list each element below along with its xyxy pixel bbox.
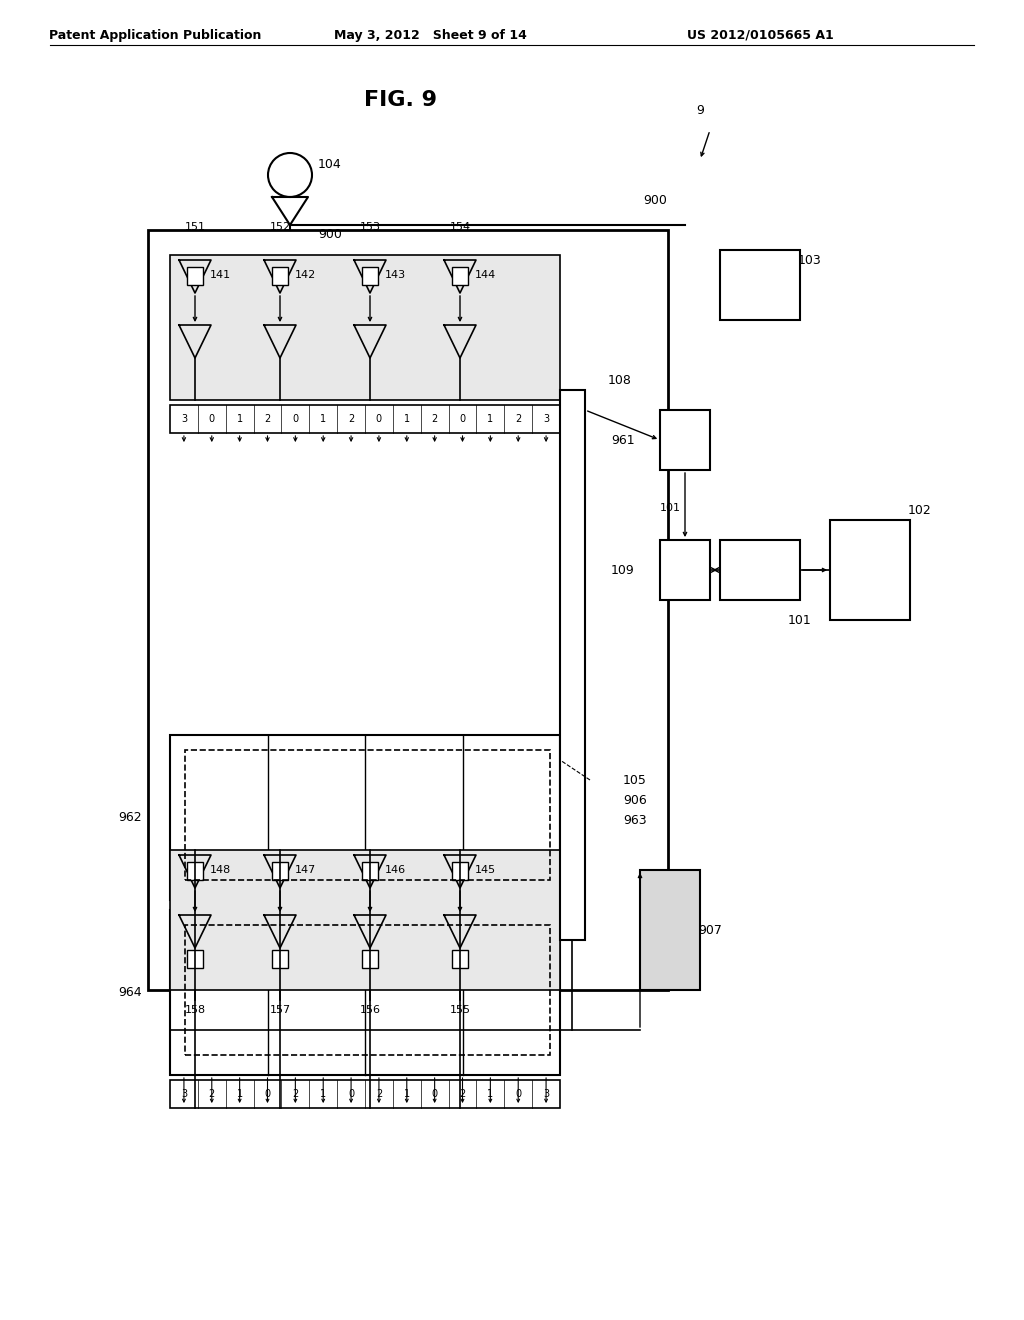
Bar bbox=[148, 230, 668, 990]
Text: 148: 148 bbox=[209, 865, 230, 875]
Text: 2: 2 bbox=[431, 414, 438, 424]
Text: 2: 2 bbox=[264, 414, 270, 424]
Text: 3: 3 bbox=[543, 1089, 549, 1100]
Text: 3: 3 bbox=[181, 414, 187, 424]
Text: 151: 151 bbox=[184, 222, 206, 232]
Text: 157: 157 bbox=[269, 1005, 291, 1015]
Text: 2: 2 bbox=[209, 1089, 215, 1100]
Text: 1: 1 bbox=[487, 1089, 494, 1100]
Text: 147: 147 bbox=[294, 865, 315, 875]
Bar bbox=[272, 950, 288, 968]
Text: 9: 9 bbox=[696, 103, 703, 116]
Bar bbox=[187, 950, 203, 968]
Bar bbox=[452, 862, 468, 880]
Bar bbox=[660, 411, 710, 470]
Text: 3: 3 bbox=[181, 1089, 187, 1100]
Text: 2: 2 bbox=[515, 414, 521, 424]
Text: 2: 2 bbox=[348, 414, 354, 424]
Bar bbox=[660, 540, 710, 601]
Text: 0: 0 bbox=[515, 1089, 521, 1100]
Text: 1: 1 bbox=[403, 414, 410, 424]
Text: 105: 105 bbox=[623, 774, 647, 787]
Bar bbox=[452, 950, 468, 968]
Text: 1: 1 bbox=[403, 1089, 410, 1100]
Text: US 2012/0105665 A1: US 2012/0105665 A1 bbox=[687, 29, 834, 41]
Text: 2: 2 bbox=[376, 1089, 382, 1100]
Bar bbox=[362, 862, 378, 880]
Text: 109: 109 bbox=[611, 564, 635, 577]
Text: 101: 101 bbox=[788, 614, 812, 627]
Text: 1: 1 bbox=[487, 414, 494, 424]
Text: 0: 0 bbox=[460, 414, 466, 424]
Bar bbox=[170, 909, 560, 1074]
Bar bbox=[185, 925, 550, 1055]
Bar bbox=[170, 255, 560, 400]
Text: 142: 142 bbox=[294, 271, 315, 280]
Text: 962: 962 bbox=[118, 810, 141, 824]
Bar bbox=[187, 862, 203, 880]
Text: 900: 900 bbox=[318, 228, 342, 242]
Text: 2: 2 bbox=[292, 1089, 298, 1100]
Text: 0: 0 bbox=[264, 1089, 270, 1100]
Bar bbox=[185, 750, 550, 880]
Text: 141: 141 bbox=[210, 271, 230, 280]
Text: 145: 145 bbox=[474, 865, 496, 875]
Bar bbox=[830, 520, 910, 620]
Bar bbox=[272, 267, 288, 285]
Text: 154: 154 bbox=[450, 222, 471, 232]
Text: 152: 152 bbox=[269, 222, 291, 232]
Bar bbox=[362, 950, 378, 968]
Bar bbox=[170, 1080, 560, 1107]
Text: 900: 900 bbox=[643, 194, 667, 206]
Bar bbox=[170, 850, 560, 990]
Text: Patent Application Publication: Patent Application Publication bbox=[49, 29, 261, 41]
Bar bbox=[640, 870, 700, 990]
Bar bbox=[272, 862, 288, 880]
Text: 102: 102 bbox=[908, 503, 932, 516]
Text: 963: 963 bbox=[624, 813, 647, 826]
Text: 0: 0 bbox=[348, 1089, 354, 1100]
Text: 964: 964 bbox=[118, 986, 141, 999]
Bar bbox=[362, 267, 378, 285]
Bar bbox=[720, 540, 800, 601]
Text: 0: 0 bbox=[209, 414, 215, 424]
Text: 1: 1 bbox=[237, 1089, 243, 1100]
Text: 961: 961 bbox=[611, 433, 635, 446]
Text: 108: 108 bbox=[608, 374, 632, 387]
Text: 153: 153 bbox=[359, 222, 381, 232]
Text: 1: 1 bbox=[237, 414, 243, 424]
Text: 1: 1 bbox=[321, 1089, 327, 1100]
Text: 0: 0 bbox=[376, 414, 382, 424]
Text: 144: 144 bbox=[474, 271, 496, 280]
Bar bbox=[187, 267, 203, 285]
Text: 156: 156 bbox=[359, 1005, 381, 1015]
Text: 3: 3 bbox=[543, 414, 549, 424]
Text: 907: 907 bbox=[698, 924, 722, 936]
Text: 158: 158 bbox=[184, 1005, 206, 1015]
Text: 0: 0 bbox=[431, 1089, 437, 1100]
Text: 1: 1 bbox=[321, 414, 327, 424]
Text: 146: 146 bbox=[384, 865, 406, 875]
Text: FIG. 9: FIG. 9 bbox=[364, 90, 436, 110]
Text: 2: 2 bbox=[460, 1089, 466, 1100]
Text: 103: 103 bbox=[798, 253, 822, 267]
Bar bbox=[170, 405, 560, 433]
Text: 101: 101 bbox=[659, 503, 681, 513]
Bar bbox=[560, 389, 585, 940]
Text: 143: 143 bbox=[384, 271, 406, 280]
Bar bbox=[170, 735, 560, 900]
Text: May 3, 2012   Sheet 9 of 14: May 3, 2012 Sheet 9 of 14 bbox=[334, 29, 526, 41]
Bar bbox=[452, 267, 468, 285]
Bar bbox=[720, 249, 800, 319]
Text: 104: 104 bbox=[318, 158, 342, 172]
Text: 906: 906 bbox=[624, 793, 647, 807]
Text: 0: 0 bbox=[292, 414, 298, 424]
Text: 155: 155 bbox=[450, 1005, 470, 1015]
